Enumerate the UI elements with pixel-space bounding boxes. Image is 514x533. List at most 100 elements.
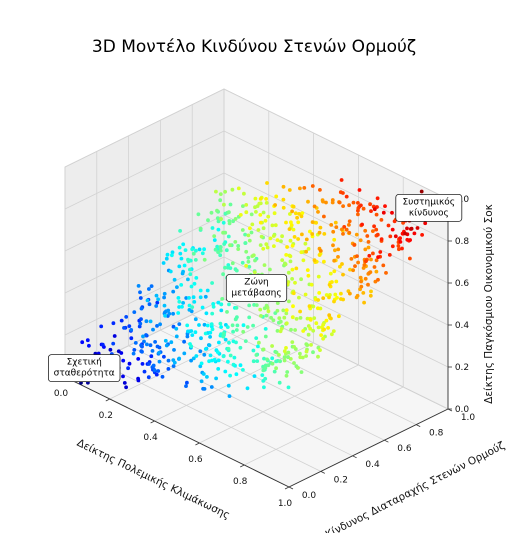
- scatter-point: [314, 220, 318, 225]
- scatter-point: [298, 355, 303, 360]
- scatter-point: [192, 281, 197, 286]
- scatter-point: [357, 188, 362, 192]
- scatter-point: [301, 329, 306, 333]
- scatter-point: [284, 253, 289, 257]
- scatter-point: [340, 262, 344, 266]
- scatter-point: [288, 357, 293, 361]
- scatter-point: [177, 264, 182, 269]
- scatter-point: [193, 258, 198, 262]
- grid-line: [199, 364, 359, 444]
- scatter-point: [266, 309, 271, 314]
- scatter-point: [202, 247, 207, 252]
- scatter-point: [188, 272, 193, 277]
- scatter-point: [216, 250, 221, 255]
- scatter-point: [336, 255, 340, 259]
- scatter-point: [216, 358, 221, 363]
- scatter-point: [218, 198, 223, 203]
- scatter-point: [222, 202, 226, 207]
- scatter-point: [230, 187, 235, 192]
- scatter-point: [205, 323, 210, 328]
- scatter-point: [298, 351, 302, 356]
- scatter-point: [162, 354, 166, 359]
- scatter-point: [234, 328, 239, 332]
- scatter-point: [355, 254, 359, 258]
- scatter-point: [258, 243, 263, 248]
- scatter-point: [221, 272, 226, 277]
- scatter-point: [290, 267, 295, 272]
- scatter-point: [160, 374, 165, 379]
- scatter-point: [263, 218, 268, 223]
- annotation-box: [225, 274, 288, 302]
- scatter-point: [129, 336, 134, 341]
- scatter-point: [182, 351, 187, 356]
- grid-line: [160, 329, 385, 441]
- scatter-point: [140, 362, 145, 366]
- scatter-point: [281, 205, 286, 210]
- scatter-point: [268, 267, 272, 272]
- scatter-point: [219, 217, 224, 221]
- scatter-point: [392, 219, 397, 224]
- scatter-point: [215, 244, 220, 249]
- x-tick-label: 0.6: [188, 455, 203, 465]
- scatter-point: [273, 223, 278, 228]
- scatter-point: [308, 229, 312, 234]
- scatter-point: [258, 197, 263, 201]
- scatter-point: [393, 234, 398, 239]
- scatter-point: [284, 321, 289, 326]
- scatter-point: [203, 347, 208, 351]
- scatter-point: [233, 317, 238, 322]
- scatter-point: [228, 353, 233, 358]
- scatter-point: [288, 212, 292, 216]
- scatter-point: [332, 237, 337, 242]
- scatter-point: [202, 257, 207, 262]
- scatter-point: [234, 372, 239, 377]
- scatter-point: [299, 370, 304, 374]
- scatter-point: [339, 291, 343, 296]
- scatter-point: [190, 247, 195, 252]
- scatter-point: [270, 356, 275, 361]
- scatter-point: [290, 243, 295, 248]
- scatter-point: [351, 200, 356, 205]
- z-tick-label: 0.8: [455, 237, 470, 247]
- scatter-point: [150, 349, 155, 353]
- scatter-point: [216, 300, 221, 305]
- scatter-point: [259, 314, 263, 318]
- scatter-point: [284, 346, 288, 350]
- scatter-point: [281, 308, 286, 313]
- scatter-point: [228, 243, 232, 248]
- scatter-point: [275, 329, 280, 333]
- scatter-point: [306, 199, 310, 204]
- scatter-point: [294, 317, 299, 321]
- scatter-point: [327, 282, 332, 287]
- scatter-point: [316, 274, 321, 279]
- scatter-point: [331, 229, 336, 234]
- scatter-point: [342, 225, 347, 229]
- scatter-point: [198, 226, 203, 231]
- scatter-point: [216, 227, 221, 232]
- scatter-point: [317, 230, 322, 235]
- scatter-point: [285, 370, 290, 374]
- scatter-point: [182, 263, 187, 268]
- scatter-point: [145, 298, 150, 303]
- scatter-point: [222, 331, 226, 335]
- scatter-point: [85, 338, 90, 343]
- scatter-point: [152, 368, 157, 373]
- scatter-point: [379, 218, 384, 222]
- z-tick-label: 0.2: [455, 363, 469, 373]
- scatter-point: [308, 326, 313, 331]
- annotation-text: σταθερότητα: [54, 368, 115, 379]
- scatter-point: [188, 267, 192, 272]
- scatter-point: [210, 327, 215, 332]
- scatter-point: [169, 340, 174, 345]
- scatter-point: [137, 324, 142, 329]
- scatter-point: [270, 361, 275, 366]
- scatter-point: [311, 304, 316, 309]
- scatter-point: [191, 356, 196, 361]
- scatter-point: [230, 261, 235, 266]
- scatter-point: [215, 350, 220, 354]
- scatter-point: [168, 269, 173, 274]
- scatter-point: [252, 374, 257, 378]
- scatter-point: [288, 259, 293, 264]
- scatter-point: [207, 359, 212, 364]
- scatter-point: [347, 230, 352, 235]
